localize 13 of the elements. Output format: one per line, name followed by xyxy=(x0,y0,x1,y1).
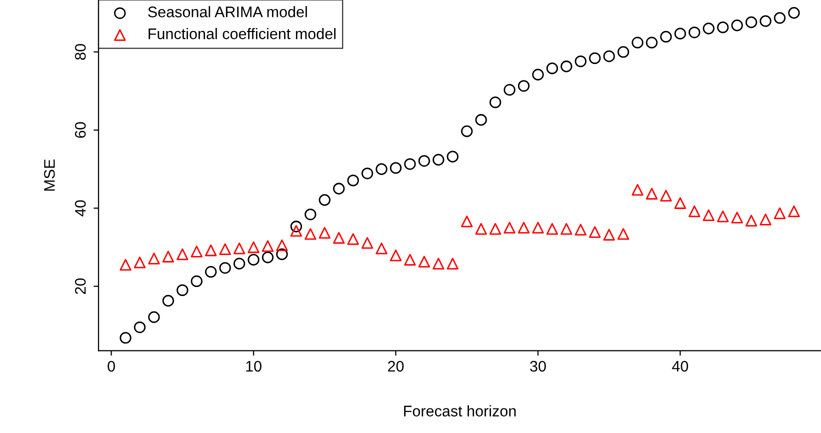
y-tick-label: 40 xyxy=(74,200,86,216)
y-tick-label: 80 xyxy=(74,44,86,60)
y-tick-label: 20 xyxy=(74,278,86,294)
x-axis-title: Forecast horizon xyxy=(404,405,516,416)
x-tick-label: 20 xyxy=(388,360,404,372)
x-tick-label: 10 xyxy=(246,360,262,372)
x-tick-label: 30 xyxy=(530,360,546,372)
x-tick-label: 40 xyxy=(672,360,688,372)
y-axis-title: MSE xyxy=(44,159,55,191)
y-tick-label: 60 xyxy=(74,122,86,138)
legend-label: Functional coefficient model xyxy=(148,28,336,40)
legend-label: Seasonal ARIMA model xyxy=(148,6,307,18)
x-tick-label: 0 xyxy=(108,360,115,372)
